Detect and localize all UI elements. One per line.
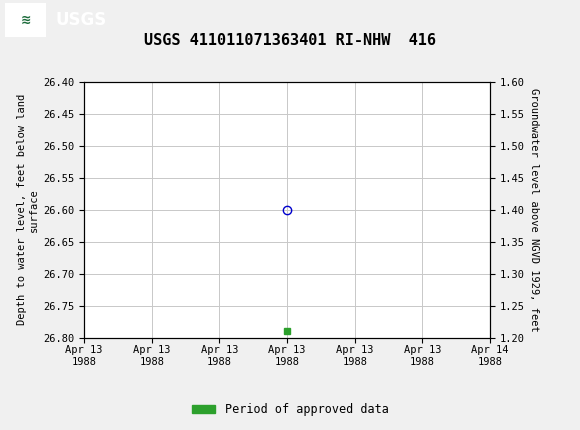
Y-axis label: Groundwater level above NGVD 1929, feet: Groundwater level above NGVD 1929, feet	[529, 88, 539, 332]
Text: USGS: USGS	[55, 11, 106, 29]
Text: ≋: ≋	[20, 13, 31, 27]
Y-axis label: Depth to water level, feet below land
surface: Depth to water level, feet below land su…	[17, 94, 39, 325]
Text: USGS 411011071363401 RI-NHW  416: USGS 411011071363401 RI-NHW 416	[144, 34, 436, 48]
Bar	[5, 3, 46, 37]
Legend: Period of approved data: Period of approved data	[187, 398, 393, 421]
